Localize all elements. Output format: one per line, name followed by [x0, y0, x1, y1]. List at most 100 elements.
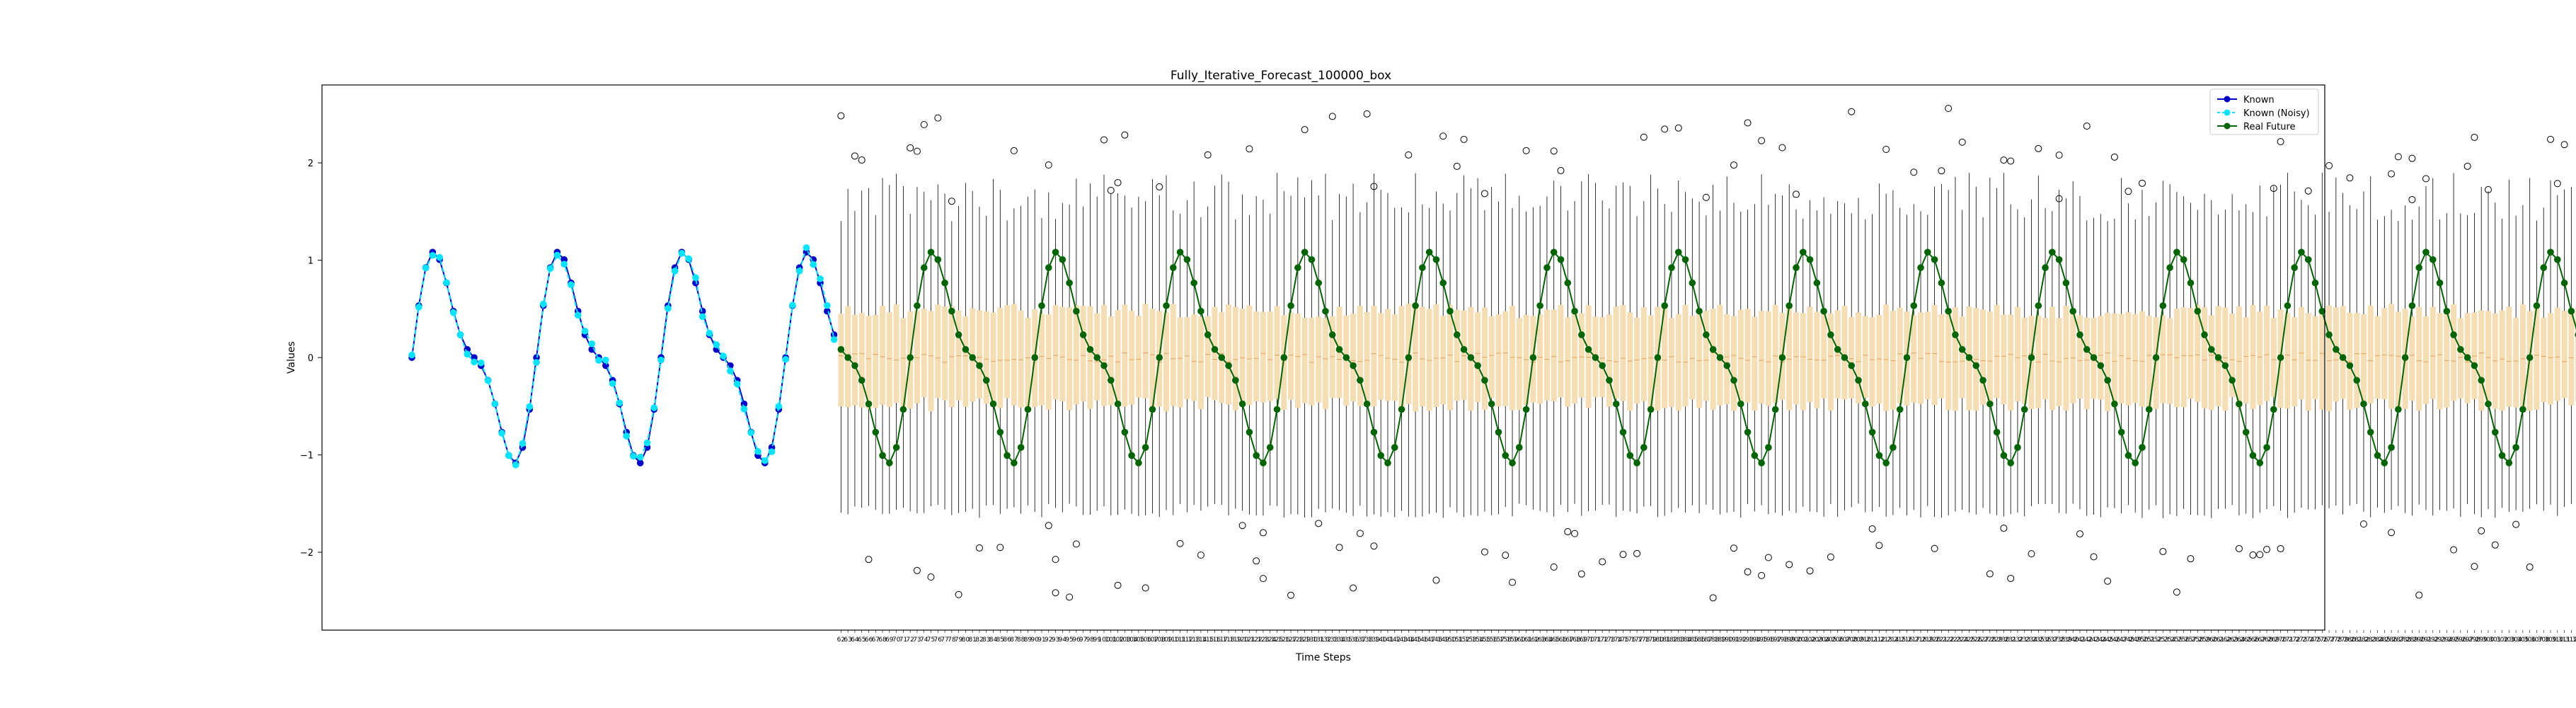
box-body: [2139, 311, 2145, 407]
real-future-point: [2187, 279, 2195, 287]
x-tick-label: 143: [1396, 636, 1408, 644]
x-tick-label: 164: [1541, 636, 1553, 644]
box-outlier: [1142, 584, 1149, 592]
x-tick-label: 167: [1562, 636, 1574, 644]
x-tick-label: 266: [2247, 636, 2259, 644]
box-outlier: [1052, 589, 1059, 597]
real-future-point: [2111, 400, 2118, 408]
box-body: [1433, 304, 1439, 407]
x-tick-label: 158: [1500, 636, 1512, 644]
x-tick-label: 303: [2503, 636, 2515, 644]
real-future-point: [2498, 452, 2506, 459]
box-body: [1841, 305, 1848, 400]
known-noisy-point: [630, 452, 637, 460]
box-body: [2354, 313, 2360, 409]
box-body: [2001, 314, 2007, 405]
box-body: [1730, 316, 1737, 411]
real-future-point: [2270, 406, 2277, 413]
box-outlier: [2485, 185, 2492, 193]
box-body: [2381, 308, 2388, 400]
x-tick-label: 134: [1333, 636, 1345, 644]
box-body: [1543, 309, 1550, 401]
x-tick-label: 144: [1403, 636, 1415, 644]
box-outlier: [2007, 574, 2015, 582]
box-outlier: [1045, 522, 1052, 530]
box-body: [1856, 312, 1862, 404]
box-outlier: [1356, 530, 1364, 537]
box-body: [2284, 312, 2291, 409]
known-noisy-point: [657, 356, 665, 364]
real-future-point: [1093, 354, 1101, 361]
box-body: [1101, 304, 1107, 406]
box-body: [2333, 307, 2339, 402]
real-future-point: [1287, 302, 1294, 309]
real-future-point: [2242, 428, 2250, 436]
known-noisy-point: [505, 452, 512, 459]
box-body: [1073, 305, 1079, 405]
known-noisy-point: [706, 329, 713, 337]
real-future-point: [1703, 331, 1710, 338]
x-tick-label: 215: [1894, 636, 1906, 644]
real-future-point: [1114, 400, 1122, 408]
x-tick-label: 302: [2496, 636, 2508, 644]
x-tick-label: 132: [1319, 636, 1331, 644]
x-tick-label: 191: [1727, 636, 1740, 644]
box-body: [1045, 314, 1052, 410]
real-future-point: [2485, 400, 2492, 408]
real-future-point: [1696, 307, 1703, 315]
box-outlier: [913, 147, 921, 155]
x-tick-label: 301: [2489, 636, 2501, 644]
known-noisy-point: [727, 367, 734, 375]
x-tick-label: 228: [1984, 636, 1996, 644]
y-axis-label: Values: [286, 341, 297, 374]
box-body: [1558, 304, 1564, 398]
x-tick-label: 89: [1024, 636, 1033, 644]
x-tick-label: 283: [2364, 636, 2376, 644]
box-body: [1752, 316, 1758, 411]
real-future-point: [1529, 354, 1537, 361]
real-future-point: [1301, 249, 1309, 256]
known-noisy-point: [830, 336, 838, 343]
x-tick-label: 240: [2067, 636, 2079, 644]
real-future-point: [1488, 400, 1495, 408]
box-body: [1502, 311, 1509, 406]
real-future-point: [2229, 377, 2236, 384]
box-body: [1848, 316, 1855, 399]
box-outlier: [1509, 578, 1517, 586]
real-future-point: [1052, 249, 1059, 256]
real-future-point: [2457, 346, 2464, 353]
box-body: [1572, 309, 1578, 404]
known-noisy-point: [415, 303, 422, 311]
x-tick-label: 224: [1956, 636, 1968, 644]
real-future-point: [2540, 264, 2548, 271]
x-tick-label: 90: [1030, 636, 1039, 644]
x-tick-label: 189: [1714, 636, 1726, 644]
x-tick-label: 243: [2088, 636, 2100, 644]
box-body: [1737, 309, 1744, 406]
y-tick-label: 2: [308, 159, 314, 169]
x-tick-label: 182: [1665, 636, 1677, 644]
real-future-point: [1467, 354, 1475, 361]
x-tick-label: 231: [2005, 636, 2017, 644]
x-tick-label: 286: [2385, 636, 2397, 644]
known-noisy-point: [768, 448, 776, 455]
box-outlier: [1875, 542, 1883, 549]
box-outlier: [2110, 153, 2118, 161]
box-outlier: [1640, 133, 1648, 141]
box-outlier: [2471, 133, 2478, 141]
box-body: [1599, 317, 1606, 397]
real-future-point: [1100, 362, 1108, 370]
real-future-point: [1820, 307, 1827, 315]
x-tick-label: 295: [2448, 636, 2460, 644]
x-tick-label: 112: [1181, 636, 1193, 644]
x-tick-label: 193: [1742, 636, 1754, 644]
box-body: [2250, 304, 2256, 409]
real-future-point: [1550, 249, 1558, 256]
box-outlier: [1522, 147, 1530, 154]
real-future-point: [1197, 307, 1204, 315]
real-future-point: [2214, 354, 2222, 361]
x-tick-label: 200: [1790, 636, 1802, 644]
x-tick-label: 64: [851, 636, 859, 644]
real-future-point: [2381, 459, 2388, 467]
